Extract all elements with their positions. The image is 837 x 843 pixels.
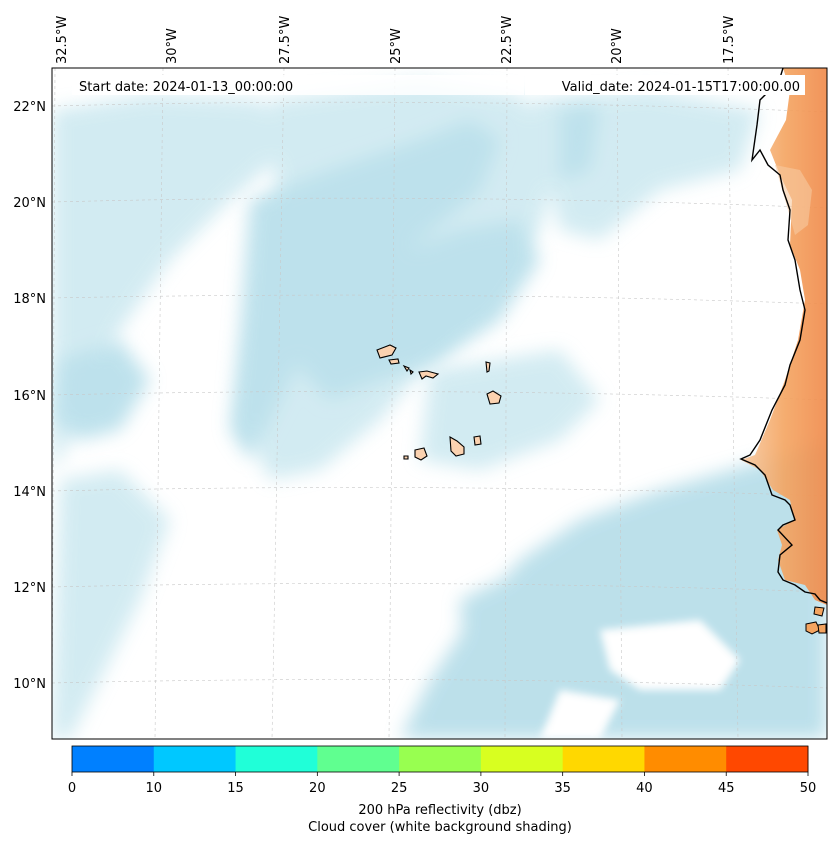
cloud-cover-shading — [52, 80, 827, 739]
lat-label: 14°N — [13, 485, 46, 500]
colorbar-segment — [644, 746, 727, 772]
lon-label: 30°W — [165, 28, 180, 64]
lat-label: 20°N — [13, 196, 46, 211]
cape-verde-islands — [376, 344, 502, 461]
latitude-labels: 22°N 20°N 18°N 16°N 14°N 12°N 10°N — [13, 100, 46, 692]
colorbar-tick-label: 0 — [68, 781, 76, 796]
lon-label: 20°W — [610, 28, 625, 64]
colorbar-label: 200 hPa reflectivity (dbz) — [358, 803, 521, 818]
lon-label: 17.5°W — [722, 16, 737, 64]
colorbar-segments — [72, 746, 809, 772]
lat-label: 10°N — [13, 677, 46, 692]
colorbar-segment — [480, 746, 564, 772]
lon-label: 25°W — [389, 28, 404, 64]
colorbar-ticks: 0 10 15 20 25 30 35 40 45 50 — [68, 772, 816, 796]
colorbar-segment — [317, 746, 400, 772]
map-frame — [51, 67, 828, 740]
lat-label: 22°N — [13, 100, 46, 115]
colorbar-tick-label: 50 — [800, 781, 817, 796]
colorbar-tick-label: 45 — [718, 781, 735, 796]
lat-label: 12°N — [13, 581, 46, 596]
colorbar-tick-label: 20 — [309, 781, 326, 796]
colorbar-frame — [71, 745, 809, 773]
colorbar-segment — [726, 746, 809, 772]
longitude-labels: 32.5°W 30°W 27.5°W 25°W 22.5°W 20°W 17.5… — [55, 16, 737, 64]
lon-label: 32.5°W — [55, 16, 70, 64]
colorbar: 0 10 15 20 25 30 35 40 45 50 200 hPa reflectivity… — [68, 745, 816, 835]
colorbar-tick-label: 40 — [636, 781, 653, 796]
colorbar-segment — [153, 746, 237, 772]
valid-date-text: Valid_date: 2024-01-15T17:00:00.00 — [562, 80, 800, 95]
lat-label: 16°N — [13, 389, 46, 404]
valid-date-box — [525, 75, 805, 95]
colorbar-segment — [399, 746, 482, 772]
lat-label: 18°N — [13, 292, 46, 307]
colorbar-tick-label: 30 — [473, 781, 490, 796]
gridlines — [52, 68, 827, 739]
africa-coast — [739, 68, 827, 635]
start-date-box — [72, 75, 224, 95]
lon-label: 27.5°W — [278, 16, 293, 64]
colorbar-tick-label: 15 — [227, 781, 244, 796]
colorbar-tick-label: 35 — [554, 781, 571, 796]
colorbar-segment — [235, 746, 318, 772]
colorbar-tick-label: 25 — [391, 781, 408, 796]
colorbar-segment — [72, 746, 155, 772]
colorbar-segment — [562, 746, 645, 772]
start-date-text: Start date: 2024-01-13_00:00:00 — [79, 80, 293, 95]
lon-label: 22.5°W — [500, 16, 515, 64]
colorbar-tick-label: 10 — [146, 781, 163, 796]
colorbar-sublabel: Cloud cover (white background shading) — [308, 820, 572, 835]
